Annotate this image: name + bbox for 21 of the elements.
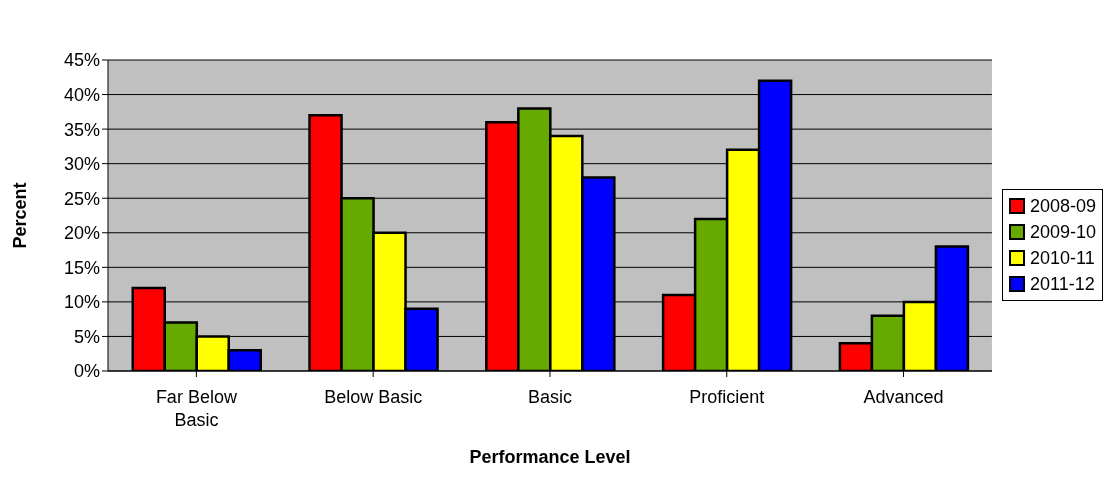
legend-label: 2008-09 [1029,194,1096,218]
y-tick-label: 30% [63,154,100,175]
legend-label: 2010-11 [1029,246,1095,270]
y-tick-label: 0% [73,361,100,382]
y-tick-label: 25% [63,188,100,209]
x-tick-label: Advanced [863,387,944,408]
x-tick-label: Below Basic [324,387,423,408]
x-axis-title: Performance Level [469,447,631,467]
y-tick-label: 40% [63,84,100,105]
y-tick-label: 35% [63,119,100,140]
y-tick-label: 20% [63,223,100,244]
legend-label: 2011-12 [1029,272,1095,296]
x-tick-label: Far Below Basic [155,387,238,430]
y-tick-label: 15% [63,257,100,278]
y-tick-label: 45% [63,50,100,71]
y-tick-label: 10% [63,292,100,313]
x-tick-label: Proficient [689,387,765,408]
y-axis-title: Percent [10,182,31,249]
y-tick-label: 5% [73,326,100,347]
legend-label: 2009-10 [1029,220,1096,244]
x-tick-label: Basic [527,387,572,408]
